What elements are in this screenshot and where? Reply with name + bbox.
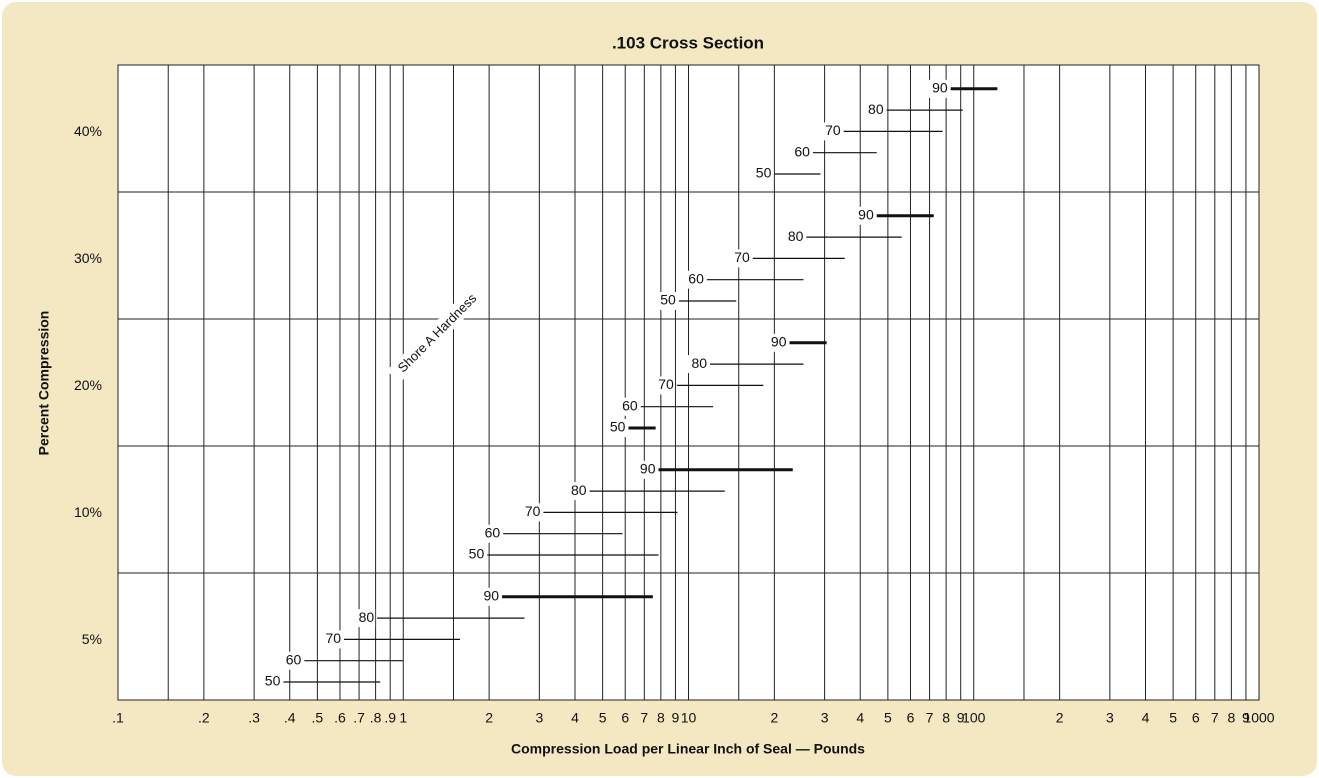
x-tick-label: 1000: [1243, 710, 1274, 726]
x-tick-label: 9: [672, 710, 680, 726]
x-tick-label: 3: [1106, 710, 1114, 726]
x-tick-label: 5: [884, 710, 892, 726]
hardness-label: 50: [610, 419, 626, 435]
hardness-label: 50: [265, 673, 281, 689]
hardness-label: 50: [660, 292, 676, 308]
y-tick-label: 40%: [74, 123, 102, 139]
label-backdrop: [782, 228, 805, 247]
hardness-label: 90: [640, 461, 656, 477]
hardness-label: 70: [325, 630, 341, 646]
x-tick-label: .2: [198, 710, 210, 726]
x-tick-label: 3: [535, 710, 543, 726]
x-tick-label: 10: [681, 710, 697, 726]
x-tick-label: 2: [1056, 710, 1064, 726]
x-tick-label: 5: [599, 710, 607, 726]
x-tick-label: 9: [957, 710, 965, 726]
label-backdrop: [682, 270, 705, 289]
label-backdrop: [728, 249, 751, 268]
y-tick-label: 30%: [74, 250, 102, 266]
label-backdrop: [604, 419, 627, 437]
x-tick-label: 6: [1192, 710, 1200, 726]
hardness-label: 80: [571, 482, 587, 498]
hardness-label: 80: [868, 101, 884, 117]
label-backdrop: [926, 79, 949, 98]
hardness-label: 90: [771, 334, 787, 350]
label-backdrop: [654, 292, 677, 310]
x-tick-label: 8: [1227, 710, 1235, 726]
y-axis-label: Percent Compression: [36, 311, 52, 456]
x-tick-label: 8: [657, 710, 665, 726]
x-tick-label: 6: [907, 710, 915, 726]
label-backdrop: [788, 143, 811, 162]
hardness-label: 70: [525, 503, 541, 519]
x-tick-label: 7: [640, 710, 648, 726]
x-tick-label: .5: [312, 710, 324, 726]
x-tick-label: 9: [1242, 710, 1250, 726]
chart-title: .103 Cross Section: [612, 33, 764, 52]
hardness-label: 80: [359, 609, 375, 625]
x-tick-label: 100: [962, 710, 986, 726]
x-tick-label: .7: [353, 710, 365, 726]
hardness-label: 90: [932, 80, 948, 96]
hardness-label: 70: [825, 122, 841, 138]
hardness-label: 90: [483, 588, 499, 604]
label-backdrop: [750, 165, 773, 183]
x-tick-label: 2: [770, 710, 778, 726]
x-tick-label: 3: [821, 710, 829, 726]
x-axis-label: Compression Load per Linear Inch of Seal…: [511, 741, 865, 757]
hardness-label: 60: [688, 270, 704, 286]
label-backdrop: [616, 397, 639, 416]
label-backdrop: [463, 546, 486, 564]
hardness-label: 50: [469, 546, 485, 562]
label-backdrop: [765, 333, 788, 352]
x-tick-label: 6: [621, 710, 629, 726]
label-backdrop: [819, 122, 842, 141]
x-tick-label: .3: [248, 710, 260, 726]
hardness-label: 60: [794, 143, 810, 159]
label-backdrop: [280, 651, 303, 670]
y-tick-label: 10%: [74, 504, 102, 520]
x-tick-label: .8: [370, 710, 382, 726]
label-backdrop: [259, 673, 282, 691]
hardness-label: 60: [622, 397, 638, 413]
x-tick-label: .4: [284, 710, 296, 726]
label-backdrop: [652, 376, 675, 395]
x-tick-label: 7: [1211, 710, 1219, 726]
hardness-label: 70: [734, 249, 750, 265]
label-backdrop: [565, 482, 588, 501]
hardness-label: 60: [286, 651, 302, 667]
x-tick-label: 8: [942, 710, 950, 726]
label-backdrop: [478, 587, 501, 606]
x-tick-label: 1: [399, 710, 407, 726]
x-tick-label: 2: [485, 710, 493, 726]
label-backdrop: [634, 460, 657, 479]
label-backdrop: [686, 355, 709, 374]
label-backdrop: [320, 630, 343, 649]
x-tick-label: 4: [1142, 710, 1150, 726]
hardness-label: 70: [658, 376, 674, 392]
label-backdrop: [353, 609, 376, 628]
x-tick-label: 7: [926, 710, 934, 726]
y-tick-label: 20%: [74, 377, 102, 393]
label-backdrop: [519, 503, 542, 522]
annotation-backdrop: [386, 282, 488, 384]
x-tick-label: 5: [1169, 710, 1177, 726]
x-tick-label: 4: [571, 710, 579, 726]
hardness-label: 80: [691, 355, 707, 371]
x-tick-label: 4: [856, 710, 864, 726]
hardness-label: 80: [788, 228, 804, 244]
hardness-label: 60: [485, 524, 501, 540]
y-tick-label: 5%: [82, 631, 102, 647]
label-backdrop: [862, 101, 885, 120]
hardness-label: 50: [756, 165, 772, 181]
x-tick-label: .9: [384, 710, 396, 726]
x-tick-label: .1: [112, 710, 124, 726]
x-tick-label: .6: [334, 710, 346, 726]
label-backdrop: [479, 524, 502, 543]
label-backdrop: [852, 206, 875, 225]
hardness-label: 90: [858, 207, 874, 223]
